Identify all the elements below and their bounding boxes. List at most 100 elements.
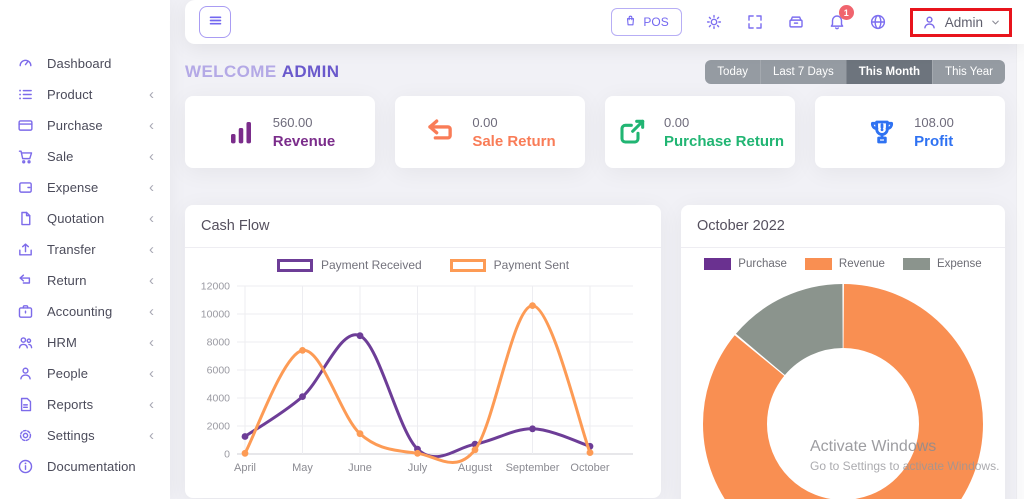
sidebar-item-label: Accounting — [47, 304, 113, 319]
svg-text:8000: 8000 — [207, 337, 231, 349]
sale-return-icon — [424, 116, 456, 148]
chevron-left-icon: ‹ — [149, 426, 154, 444]
legend-item-expense[interactable]: Expense — [902, 258, 982, 270]
sidebar-item-purchase[interactable]: Purchase ‹ — [0, 110, 170, 141]
svg-text:6000: 6000 — [207, 365, 231, 377]
welcome-username: ADMIN — [281, 62, 340, 81]
purchase-return-icon — [616, 116, 648, 148]
pos-button[interactable]: POS — [611, 8, 682, 36]
legend-label: Expense — [936, 258, 982, 270]
donut-legend: Purchase Revenue Expense — [681, 258, 1005, 270]
sidebar-item-people[interactable]: People ‹ — [0, 358, 170, 389]
sidebar-item-label: Quotation — [47, 211, 105, 226]
pos-button-label: POS — [643, 15, 669, 29]
stat-label: Profit — [914, 132, 954, 150]
sidebar-item-transfer[interactable]: Transfer ‹ — [0, 234, 170, 265]
svg-text:10000: 10000 — [201, 309, 230, 321]
sidebar-item-sale[interactable]: Sale ‹ — [0, 141, 170, 172]
chevron-left-icon: ‹ — [149, 178, 154, 196]
legend-item-payment-received[interactable]: Payment Received — [276, 258, 422, 272]
scrollbar[interactable] — [1016, 0, 1024, 499]
legend-item-revenue[interactable]: Revenue — [804, 258, 885, 270]
shopping-bag-icon — [624, 14, 637, 30]
legend-label: Payment Received — [320, 258, 422, 272]
sun-icon[interactable] — [705, 13, 723, 31]
legend-item-payment-sent[interactable]: Payment Sent — [449, 258, 570, 272]
sidebar-item-label: Settings — [47, 428, 95, 443]
stat-label: Revenue — [272, 132, 336, 150]
return-icon — [17, 272, 34, 289]
sidebar-item-expense[interactable]: Expense ‹ — [0, 172, 170, 203]
chevron-left-icon: ‹ — [149, 395, 154, 413]
dashboard-icon — [17, 55, 34, 72]
chevron-left-icon: ‹ — [149, 209, 154, 227]
sidebar-item-label: Transfer — [47, 242, 96, 257]
filter-button-this-year[interactable]: This Year — [932, 60, 1005, 84]
sidebar-item-settings[interactable]: Settings ‹ — [0, 420, 170, 451]
settings-icon — [17, 427, 34, 444]
people-icon — [17, 365, 34, 382]
sidebar-item-hrm[interactable]: HRM ‹ — [0, 327, 170, 358]
sidebar-item-label: Sale — [47, 149, 74, 164]
stat-label: Purchase Return — [663, 132, 785, 150]
sidebar-item-dashboard[interactable]: Dashboard — [0, 48, 170, 79]
purchase-icon — [17, 117, 34, 134]
donut-slice-revenue — [703, 284, 983, 499]
chevron-left-icon: ‹ — [149, 147, 154, 165]
stats-row: 560.00 Revenue 0.00 Sale Return 0.00 Purchase… — [185, 96, 1005, 168]
legend-label: Purchase — [738, 258, 787, 270]
cash-register-icon[interactable] — [787, 13, 805, 31]
svg-text:August: August — [458, 462, 492, 474]
svg-text:October: October — [570, 462, 609, 474]
stat-value: 0.00 — [663, 114, 690, 130]
bell-icon[interactable]: 1 — [828, 5, 854, 31]
sidebar-item-return[interactable]: Return ‹ — [0, 265, 170, 296]
documentation-icon — [17, 458, 34, 475]
sidebar-item-label: Product — [47, 87, 93, 102]
trophy-icon — [866, 116, 898, 148]
legend-label: Payment Sent — [493, 258, 570, 272]
legend-swatch — [804, 258, 832, 270]
sidebar-item-label: People — [47, 366, 89, 381]
svg-text:4000: 4000 — [207, 393, 231, 405]
legend-item-purchase[interactable]: Purchase — [704, 258, 787, 270]
expand-icon[interactable] — [746, 13, 764, 31]
filter-button-today[interactable]: Today — [705, 60, 760, 84]
cash-flow-card-body: Payment Received Payment Sent 0 2000 4000 60… — [185, 258, 661, 492]
globe-icon[interactable] — [869, 13, 887, 31]
chevron-left-icon: ‹ — [149, 240, 154, 258]
chevron-left-icon: ‹ — [149, 85, 154, 103]
sidebar-item-documentation[interactable]: Documentation — [0, 451, 170, 482]
sidebar-item-reports[interactable]: Reports ‹ — [0, 389, 170, 420]
sidebar-item-accounting[interactable]: Accounting ‹ — [0, 296, 170, 327]
chevron-left-icon: ‹ — [149, 364, 154, 382]
admin-dropdown[interactable]: Admin — [921, 14, 1001, 31]
legend-label: Revenue — [838, 258, 885, 270]
svg-text:May: May — [292, 462, 313, 474]
cash-flow-chart: 0 2000 4000 6000 8000 10000 12000 April May June J… — [201, 281, 633, 474]
hrm-icon — [17, 334, 34, 351]
filter-button-last-7-days[interactable]: Last 7 Days — [759, 60, 846, 84]
sidebar-item-label: Documentation — [47, 459, 136, 474]
october-card-title: October 2022 — [681, 205, 1005, 248]
sidebar-item-label: HRM — [47, 335, 77, 350]
notification-badge: 1 — [838, 5, 854, 20]
svg-text:12000: 12000 — [201, 281, 230, 293]
expense-icon — [17, 179, 34, 196]
menu-toggle-button[interactable] — [199, 6, 231, 38]
svg-text:0: 0 — [224, 449, 230, 461]
svg-text:July: July — [408, 462, 428, 474]
quotation-icon — [17, 210, 34, 227]
legend-swatch — [704, 258, 732, 270]
stat-label: Sale Return — [472, 132, 556, 150]
donut-chart — [703, 284, 983, 499]
sidebar-nav: Dashboard Product ‹ Purchase ‹ Sale ‹ Expense ‹ Q… — [0, 0, 170, 482]
admin-name-label: Admin — [944, 14, 983, 30]
chevron-left-icon: ‹ — [149, 271, 154, 289]
sidebar-item-quotation[interactable]: Quotation ‹ — [0, 203, 170, 234]
page-title: WELCOME ADMIN — [185, 62, 339, 82]
welcome-prefix: WELCOME — [185, 62, 277, 81]
filter-button-this-month[interactable]: This Month — [845, 60, 933, 84]
sidebar-item-product[interactable]: Product ‹ — [0, 79, 170, 110]
